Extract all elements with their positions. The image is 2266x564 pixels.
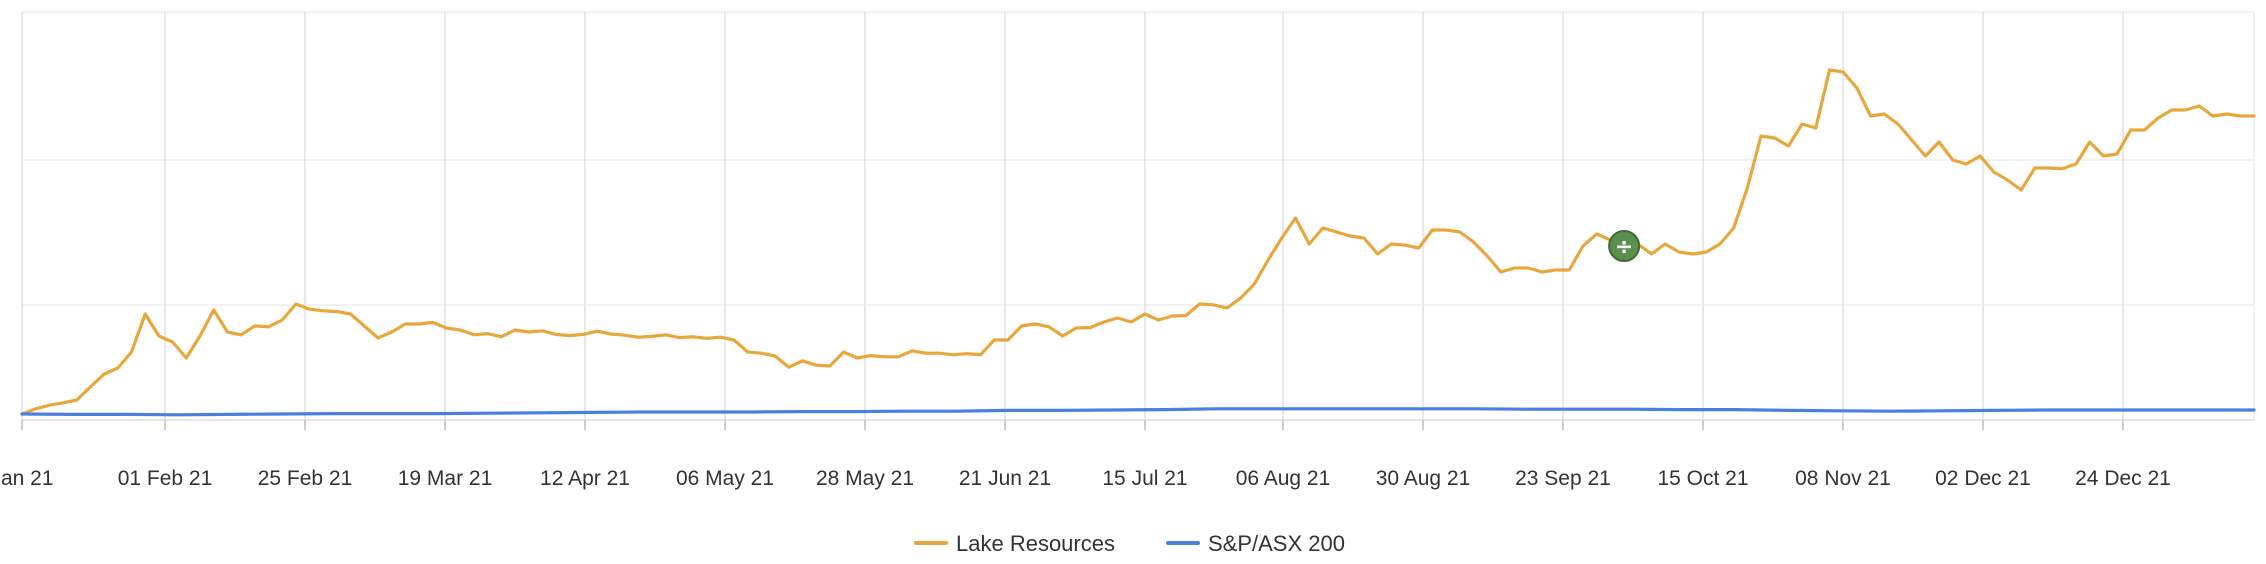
series-line-1: [20, 407, 2256, 417]
dividend-marker: ÷: [1608, 230, 1641, 262]
x-tick-label: 24 Dec 21: [2075, 467, 2171, 490]
x-tick-label: 15 Jul 21: [1102, 467, 1187, 490]
x-tick-label: 02 Dec 21: [1935, 467, 2031, 490]
x-tick-label: 06 Aug 21: [1236, 467, 1331, 490]
x-tick-label: 19 Mar 21: [398, 467, 493, 490]
x-tick-label: 30 Aug 21: [1376, 467, 1471, 490]
x-axis-ticks: Jan 21 01 Feb 21 25 Feb 21 19 Mar 21 12 Apr …: [0, 420, 2171, 490]
x-tick-label: 21 Jun 21: [959, 467, 1051, 490]
legend-label: Lake Resources: [956, 531, 1115, 556]
series-layer: [20, 68, 2256, 417]
x-tick-label: 15 Oct 21: [1657, 467, 1748, 490]
marker-layer: ÷: [1608, 230, 1641, 262]
x-tick-label: 28 May 21: [816, 467, 914, 490]
series-line-0: [20, 68, 2256, 416]
x-tick-label: 23 Sep 21: [1515, 467, 1611, 490]
x-tick-label: Jan 21: [0, 467, 54, 490]
grid-layer: [21, 11, 2255, 421]
x-tick-label: 01 Feb 21: [118, 467, 213, 490]
dividend-marker-label: ÷: [1615, 235, 1633, 260]
x-tick-label: 08 Nov 21: [1795, 467, 1891, 490]
x-tick-label: 12 Apr 21: [540, 467, 630, 490]
x-tick-label: 06 May 21: [676, 467, 774, 490]
legend-item: S&P/ASX 200: [1166, 531, 1345, 556]
legend-item: Lake Resources: [914, 531, 1115, 556]
legend-label: S&P/ASX 200: [1208, 531, 1345, 556]
dividend-marker-circle: [1608, 230, 1641, 262]
legend: Lake Resources S&P/ASX 200: [914, 531, 1345, 556]
x-tick-label: 25 Feb 21: [258, 467, 353, 490]
